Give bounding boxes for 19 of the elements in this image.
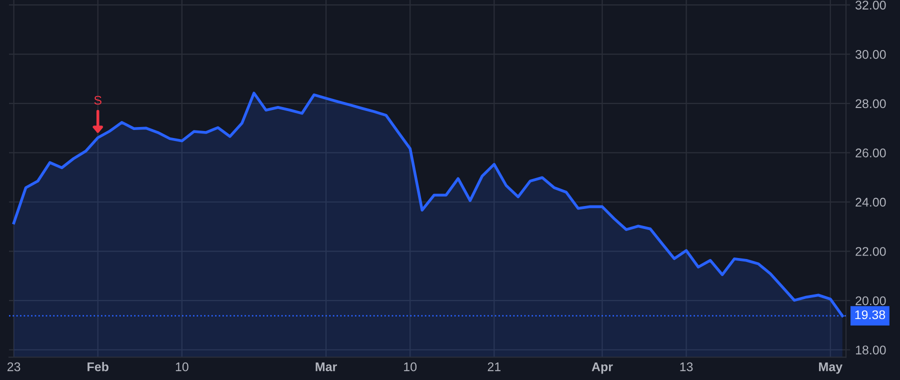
y-tick-label: 24.00 [856,198,886,207]
y-tick-label: 26.00 [856,148,886,158]
y-tick-label: 30.00 [856,50,886,59]
x-tick-label: Apr [592,362,613,374]
x-tick-label: Feb [88,362,108,372]
x-tick-label: 21 [488,362,500,372]
x-tick-label: 10 [176,362,188,372]
x-tick-label: 13 [680,362,693,372]
x-tick-label: May [819,362,842,374]
y-tick-label: 18.00 [856,346,886,354]
ref-line-label: 19.38 [855,310,886,320]
x-tick-label: Mar [316,362,337,372]
x-tick-label: 10 [404,362,417,372]
x-tick-label: 23 [7,362,20,372]
annotation: S [94,96,102,105]
y-tick-label: 28.00 [856,99,886,108]
y-tick-label: 22.00 [856,247,886,256]
y-tick-label: 20.00 [856,296,886,306]
y-tick-label: 32.00 [856,0,886,10]
